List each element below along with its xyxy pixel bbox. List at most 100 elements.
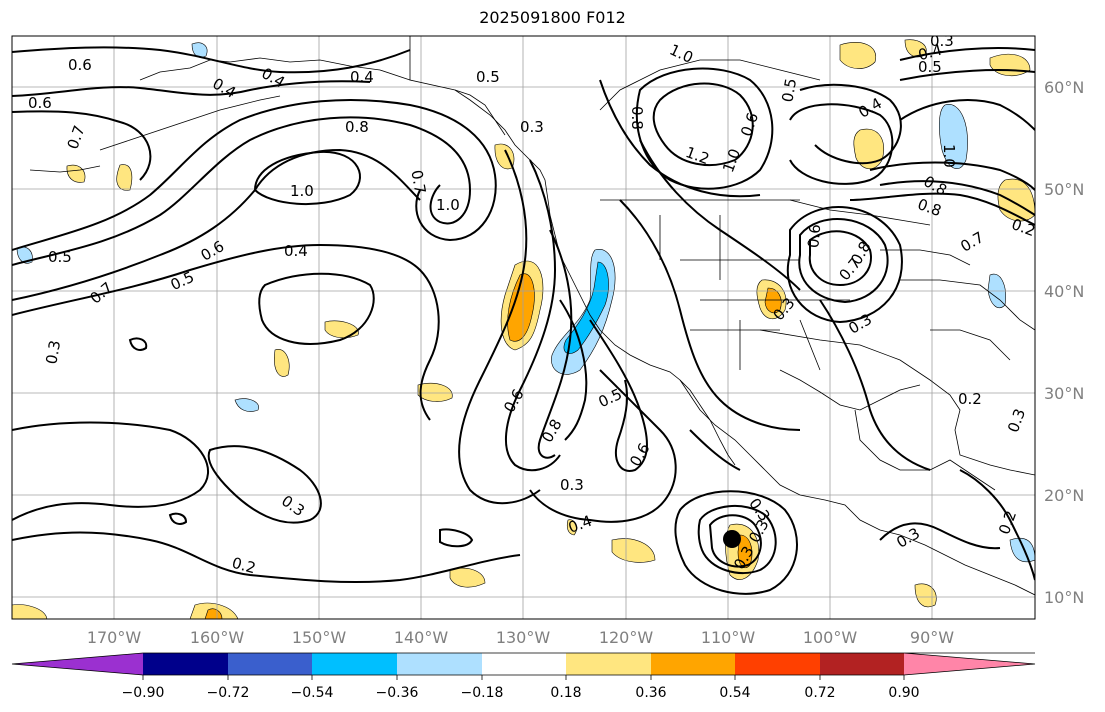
contour-line — [258, 272, 375, 345]
lat-label: 30°N — [1044, 384, 1084, 403]
contour-line — [599, 79, 761, 198]
colorbar-tick-label: −0.54 — [291, 685, 334, 701]
contour-label: 0.4 — [916, 41, 944, 65]
contour-label: 0.4 — [350, 68, 374, 86]
contour-line — [504, 159, 561, 472]
contour-label-group: 0.6 0.6 0.7 0.4 0.4 0.4 0.5 0.8 1.0 0.7 … — [28, 36, 1035, 577]
lon-label: 100°W — [803, 628, 858, 647]
lat-label: 40°N — [1044, 282, 1084, 301]
lon-label: 150°W — [292, 628, 347, 647]
contour-label: 0.6 — [804, 223, 824, 248]
colorbar-segment — [143, 653, 228, 675]
contour-line — [168, 512, 188, 525]
coastlines — [29, 36, 1035, 596]
contour-line — [619, 199, 801, 431]
lat-label: 60°N — [1044, 78, 1084, 97]
colorbar-segment — [651, 653, 735, 675]
contour-line — [789, 103, 894, 185]
shaded-patch-positive — [566, 519, 577, 536]
shaded-patch-positive — [274, 349, 290, 377]
shaded-patch-strong-positive — [204, 608, 223, 619]
colorbar-tick-label: 0.36 — [635, 685, 666, 701]
colorbar: −0.90 −0.72 −0.54 −0.36 −0.18 0.18 0.36 … — [11, 652, 1036, 701]
contour-line — [708, 514, 762, 568]
contour-line — [798, 218, 889, 304]
shaded-patch-negative — [234, 398, 259, 412]
shaded-patch-positive — [914, 583, 937, 608]
colorbar-tick-label: 0.90 — [888, 685, 919, 701]
lon-label: 120°W — [599, 628, 654, 647]
contour-label: 1.0 — [290, 182, 314, 200]
contour-label: 1.0 — [940, 144, 958, 168]
shaded-patch-positive — [417, 382, 453, 402]
contour-line — [879, 180, 1035, 216]
contour-line — [689, 429, 741, 471]
colorbar-tick-label: 0.18 — [550, 685, 581, 701]
storm-center-dot — [723, 530, 741, 548]
contour-line — [12, 243, 440, 421]
colorbar-segment — [312, 653, 397, 675]
shaded-patch-positive — [12, 604, 48, 619]
contour-label: 0.3 — [520, 118, 544, 136]
longitude-labels: 170°W 160°W 150°W 140°W 130°W 120°W 110°… — [87, 628, 954, 647]
colorbar-segment — [735, 653, 820, 675]
colorbar-extend-max — [904, 653, 1035, 675]
shaded-patch-positive — [324, 320, 359, 339]
lon-label: 140°W — [394, 628, 449, 647]
contour-line — [808, 230, 872, 287]
contour-line — [12, 531, 521, 584]
shaded-patch-positive — [853, 128, 884, 170]
contour-line — [439, 528, 474, 548]
colorbar-tick-label: 0.72 — [804, 685, 835, 701]
contour-line — [537, 229, 573, 459]
contour-label: 1.0 — [436, 196, 460, 214]
contour-line — [207, 445, 322, 524]
colorbar-tick-label: −0.36 — [376, 685, 419, 701]
colorbar-tick-label: −0.18 — [461, 685, 504, 701]
lon-label: 110°W — [701, 628, 756, 647]
lat-label: 10°N — [1044, 588, 1084, 607]
shaded-patch-negative — [16, 246, 33, 264]
lon-label: 160°W — [190, 628, 245, 647]
map-panel: 0.6 0.6 0.7 0.4 0.4 0.4 0.5 0.8 1.0 0.7 … — [12, 36, 1035, 619]
contour-line — [12, 116, 472, 266]
shaded-patch-positive — [611, 538, 656, 563]
colorbar-segment — [482, 653, 566, 675]
contour-line — [959, 469, 1035, 581]
graticule — [12, 36, 1035, 619]
contour-line — [12, 421, 210, 521]
contour-label: 0.8 — [628, 106, 646, 130]
shaded-patch-positive — [449, 567, 486, 588]
contour-line — [458, 149, 541, 505]
contour-line — [674, 490, 798, 595]
colorbar-tick-label: −0.72 — [207, 685, 250, 701]
contour-line — [635, 67, 774, 190]
contour-line — [849, 192, 1035, 226]
contour-label: 0.4 — [284, 242, 308, 260]
lon-label: 170°W — [87, 628, 142, 647]
shaded-patch-negative — [939, 104, 968, 169]
colorbar-tick-label: 0.54 — [719, 685, 750, 701]
lon-label: 90°W — [910, 628, 954, 647]
contour-line — [899, 99, 1035, 131]
contour-label: 0.5 — [48, 248, 72, 266]
contour-line — [12, 80, 371, 97]
contour-label: 0.2 — [958, 390, 982, 408]
contour-label: 0.8 — [345, 118, 369, 136]
latitude-labels: 60°N 50°N 40°N 30°N 20°N 10°N — [1044, 78, 1084, 607]
contour-label: 0.3 — [42, 339, 64, 366]
map-frame — [11, 35, 1036, 620]
contour-line — [799, 83, 902, 165]
contour-label: 0.5 — [778, 77, 800, 104]
contour-line — [786, 206, 903, 324]
colorbar-tick-label: −0.90 — [122, 685, 165, 701]
lat-label: 20°N — [1044, 486, 1084, 505]
contour-line — [869, 161, 1035, 191]
contour-label: 0.5 — [476, 68, 500, 86]
contour-line — [652, 82, 754, 166]
contour-line — [899, 47, 1035, 61]
contour-line — [253, 150, 361, 205]
contour-lines — [12, 46, 1035, 595]
contour-line — [529, 369, 677, 523]
